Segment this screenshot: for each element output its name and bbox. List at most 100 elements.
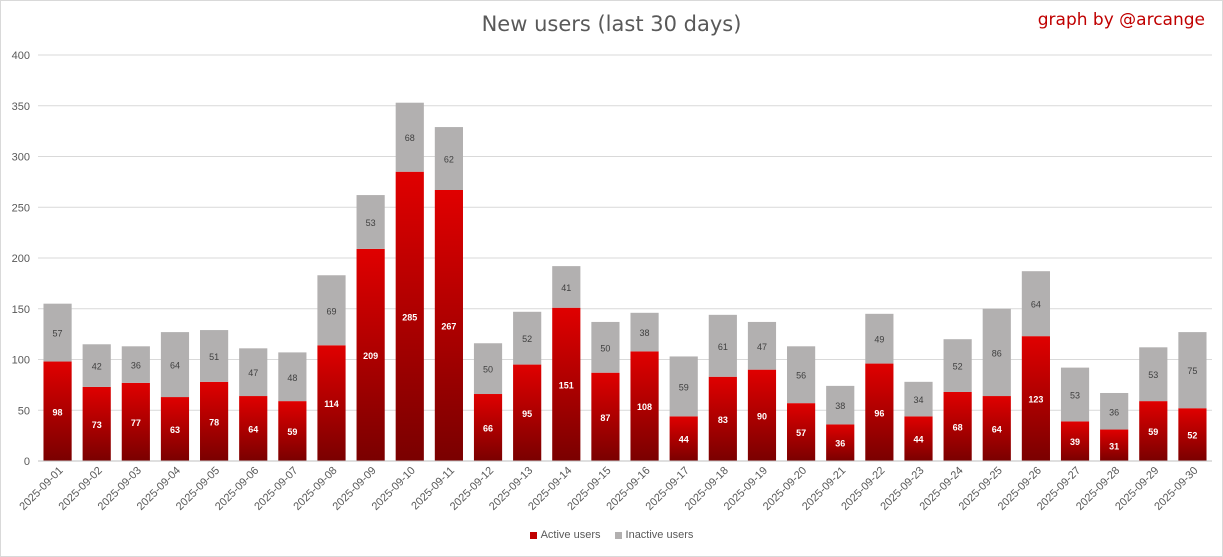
data-label-inactive: 41	[561, 283, 571, 293]
data-label-active: 285	[402, 312, 417, 322]
bar-active	[200, 381, 229, 461]
bar-active	[1060, 421, 1090, 461]
data-label-inactive: 38	[835, 401, 845, 411]
bar-active	[121, 382, 150, 461]
data-label-active: 44	[913, 435, 923, 445]
legend-label-active: Active users	[540, 529, 601, 541]
data-label-inactive: 52	[953, 362, 963, 372]
bar-inactive	[630, 312, 659, 352]
bar-inactive	[669, 356, 698, 417]
data-label-active: 96	[874, 408, 884, 418]
data-label-inactive: 50	[483, 365, 493, 375]
data-label-active: 66	[483, 424, 493, 434]
data-label-inactive: 50	[600, 343, 610, 353]
bar-inactive	[82, 344, 111, 387]
bar-inactive	[747, 321, 777, 370]
bar-active	[473, 394, 503, 461]
bar-active	[43, 361, 72, 461]
bar-inactive	[1139, 347, 1168, 402]
y-tick-label: 0	[24, 456, 30, 468]
bar-inactive	[121, 346, 150, 383]
data-label-inactive: 59	[679, 382, 689, 392]
data-label-inactive: 68	[405, 133, 415, 143]
y-tick-label: 150	[12, 304, 30, 316]
data-label-inactive: 34	[913, 395, 923, 405]
data-label-inactive: 57	[53, 329, 63, 339]
bar-inactive	[826, 385, 855, 425]
bar-active	[513, 364, 542, 461]
data-label-active: 68	[953, 422, 963, 432]
bar-inactive	[1021, 271, 1050, 337]
bar-inactive	[278, 352, 307, 402]
bar-active	[708, 376, 737, 461]
bar-inactive	[43, 303, 72, 362]
bar-inactive	[787, 346, 816, 404]
data-label-inactive: 38	[640, 328, 650, 338]
bar-inactive	[317, 275, 346, 346]
data-label-active: 77	[131, 418, 141, 428]
bar-active	[552, 307, 581, 461]
bar-inactive	[904, 381, 933, 417]
bar-inactive	[552, 266, 581, 308]
legend-swatch-active	[529, 531, 537, 539]
data-label-active: 83	[718, 415, 728, 425]
data-label-inactive: 69	[326, 306, 336, 316]
bar-inactive	[434, 127, 463, 190]
legend-item-active: Active users	[529, 529, 601, 541]
y-tick-label: 200	[12, 253, 30, 265]
data-label-inactive: 52	[522, 334, 532, 344]
data-label-active: 31	[1109, 441, 1119, 451]
data-label-inactive: 56	[796, 371, 806, 381]
data-label-inactive: 86	[992, 348, 1002, 358]
data-label-active: 57	[796, 428, 806, 438]
bar-active	[1021, 336, 1050, 461]
bar-active	[1178, 408, 1207, 461]
y-tick-label: 250	[12, 202, 30, 214]
bar-inactive	[708, 314, 737, 377]
bar-inactive	[943, 339, 972, 392]
data-label-active: 98	[53, 407, 63, 417]
bar-inactive	[1100, 392, 1129, 430]
y-tick-label: 300	[12, 152, 30, 164]
bar-inactive	[513, 311, 542, 365]
bar-active	[1100, 429, 1129, 461]
data-label-inactive: 36	[131, 361, 141, 371]
data-label-active: 64	[992, 425, 1002, 435]
data-label-active: 108	[637, 402, 652, 412]
data-label-active: 123	[1028, 395, 1043, 405]
data-label-inactive: 47	[757, 342, 767, 352]
bar-active	[826, 424, 855, 461]
data-label-active: 114	[324, 399, 339, 409]
y-tick-label: 400	[12, 50, 30, 62]
data-label-active: 36	[835, 439, 845, 449]
data-label-inactive: 36	[1109, 407, 1119, 417]
data-label-inactive: 51	[209, 352, 219, 362]
bar-active	[278, 401, 307, 461]
bar-active	[160, 397, 190, 461]
bar-inactive	[395, 102, 424, 172]
bar-active	[747, 369, 777, 461]
bar-inactive	[239, 348, 268, 397]
data-label-inactive: 61	[718, 342, 728, 352]
bar-active	[591, 372, 620, 461]
chart-credit: graph by @arcange	[1037, 10, 1205, 30]
bar-active	[395, 171, 424, 461]
bar-inactive	[982, 308, 1011, 397]
bar-active	[1139, 401, 1168, 461]
data-label-inactive: 53	[1070, 391, 1080, 401]
data-label-active: 78	[209, 417, 219, 427]
bar-active	[787, 403, 816, 461]
data-label-active: 39	[1070, 437, 1080, 447]
bar-inactive	[200, 330, 229, 382]
bar-inactive	[356, 195, 385, 249]
data-label-active: 73	[92, 420, 102, 430]
bar-active	[317, 345, 346, 461]
bar-inactive	[591, 321, 620, 373]
data-label-inactive: 64	[170, 361, 180, 371]
data-label-active: 95	[522, 409, 532, 419]
bar-active	[434, 189, 463, 461]
y-tick-label: 100	[12, 355, 30, 367]
bar-active	[630, 351, 659, 461]
